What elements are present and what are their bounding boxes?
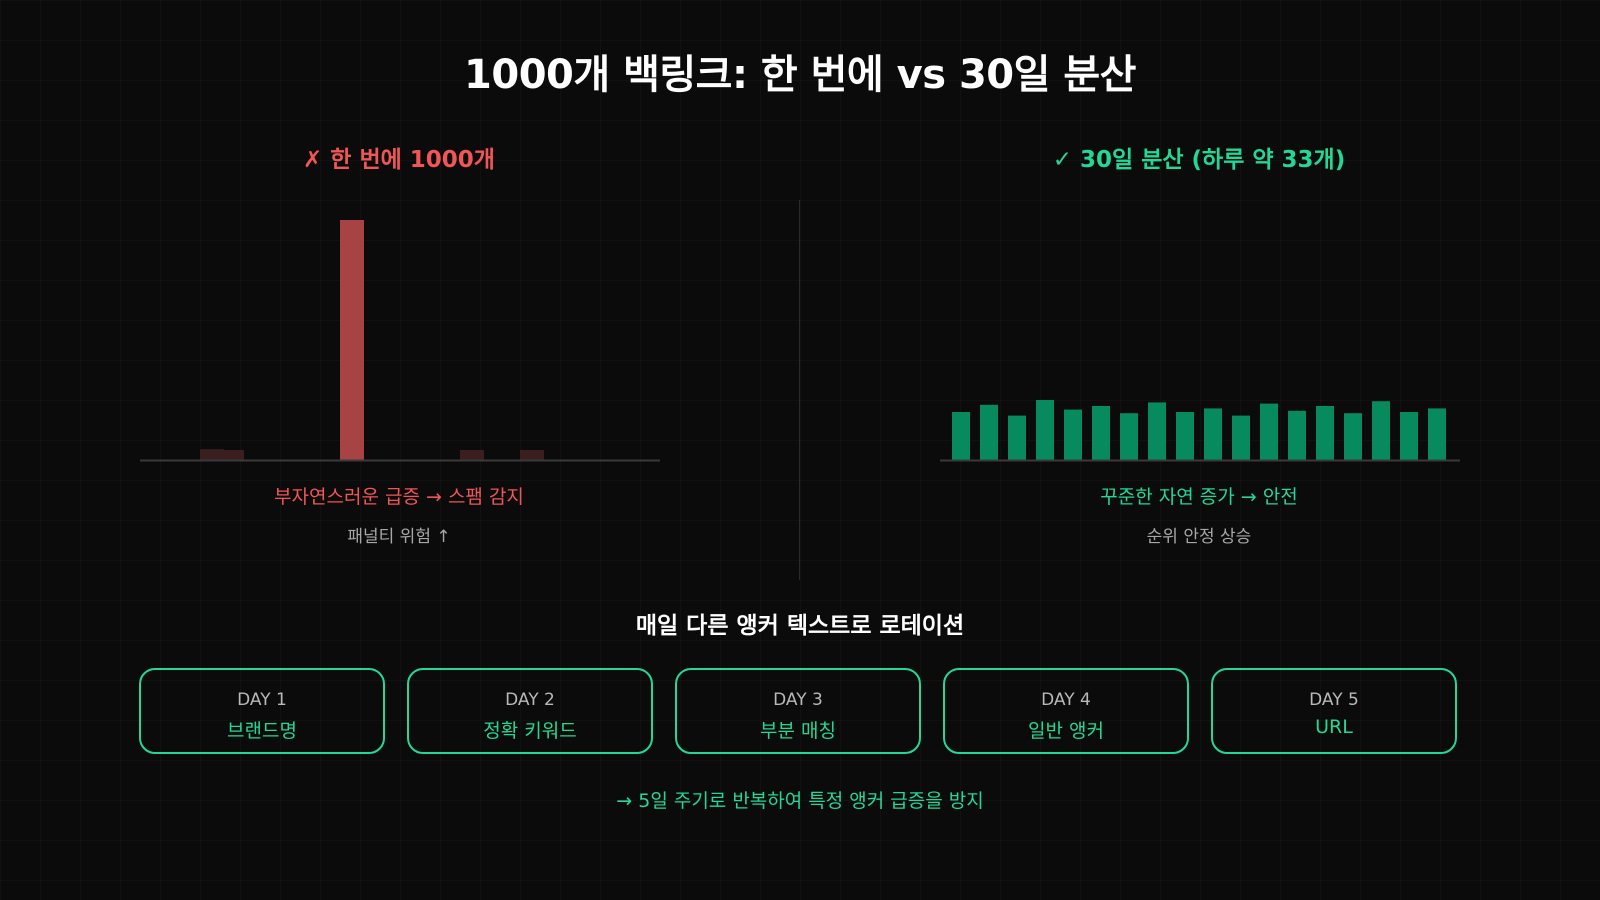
bar — [1428, 408, 1446, 460]
bar — [1372, 401, 1390, 460]
day-anchor-type: 정확 키워드 — [483, 720, 577, 742]
bar — [952, 412, 970, 460]
bar — [1316, 406, 1334, 460]
bar — [520, 450, 544, 460]
day-card-4: DAY 4 일반 앵커 — [943, 668, 1189, 754]
bar — [340, 220, 364, 460]
left-caption: 부자연스러운 급증 → 스팸 감지 — [274, 486, 524, 508]
day-anchor-type: 브랜드명 — [227, 720, 297, 742]
right-caption: 꾸준한 자연 증가 → 안전 — [1100, 486, 1298, 508]
bar — [1064, 409, 1082, 460]
bar — [200, 449, 224, 460]
day-label: DAY 5 — [1309, 690, 1359, 710]
bar — [980, 404, 998, 460]
day-card-5: DAY 5 URL — [1211, 668, 1457, 754]
panel-divider — [799, 200, 800, 580]
bar — [220, 450, 244, 460]
bar — [460, 450, 484, 460]
day-label: DAY 1 — [237, 690, 287, 710]
bar — [1036, 400, 1054, 460]
day-card-2: DAY 2 정확 키워드 — [407, 668, 653, 754]
bar — [1148, 402, 1166, 460]
bar — [1176, 412, 1194, 460]
distributed-bar-chart — [940, 400, 1460, 462]
bar — [1120, 413, 1138, 460]
day-label: DAY 2 — [505, 690, 555, 710]
day-card-1: DAY 1 브랜드명 — [139, 668, 385, 754]
burst-bar-chart — [140, 220, 660, 462]
day-anchor-type: 부분 매칭 — [760, 720, 836, 742]
left-subcaption: 패널티 위험 ↑ — [347, 527, 451, 547]
day-label: DAY 4 — [1041, 690, 1091, 710]
day-anchor-type: URL — [1315, 716, 1353, 738]
bar — [1204, 408, 1222, 460]
bar — [1008, 415, 1026, 460]
bar — [1092, 406, 1110, 460]
bar — [1260, 403, 1278, 460]
page-title: 1000개 백링크: 한 번에 vs 30일 분산 — [464, 52, 1136, 98]
day-label: DAY 3 — [773, 690, 823, 710]
rotation-title: 매일 다른 앵커 텍스트로 로테이션 — [635, 613, 965, 639]
right-panel-heading: ✓ 30일 분산 (하루 약 33개) — [1052, 147, 1346, 173]
left-panel-heading: ✗ 한 번에 1000개 — [303, 147, 495, 173]
bar — [1400, 412, 1418, 460]
day-card-3: DAY 3 부분 매칭 — [675, 668, 921, 754]
day-anchor-type: 일반 앵커 — [1028, 720, 1104, 742]
rotation-footer-note: → 5일 주기로 반복하여 특정 앵커 급증을 방지 — [616, 790, 984, 812]
bar — [1288, 410, 1306, 460]
bar — [1344, 413, 1362, 460]
bar — [1232, 415, 1250, 460]
right-subcaption: 순위 안정 상승 — [1146, 527, 1252, 547]
